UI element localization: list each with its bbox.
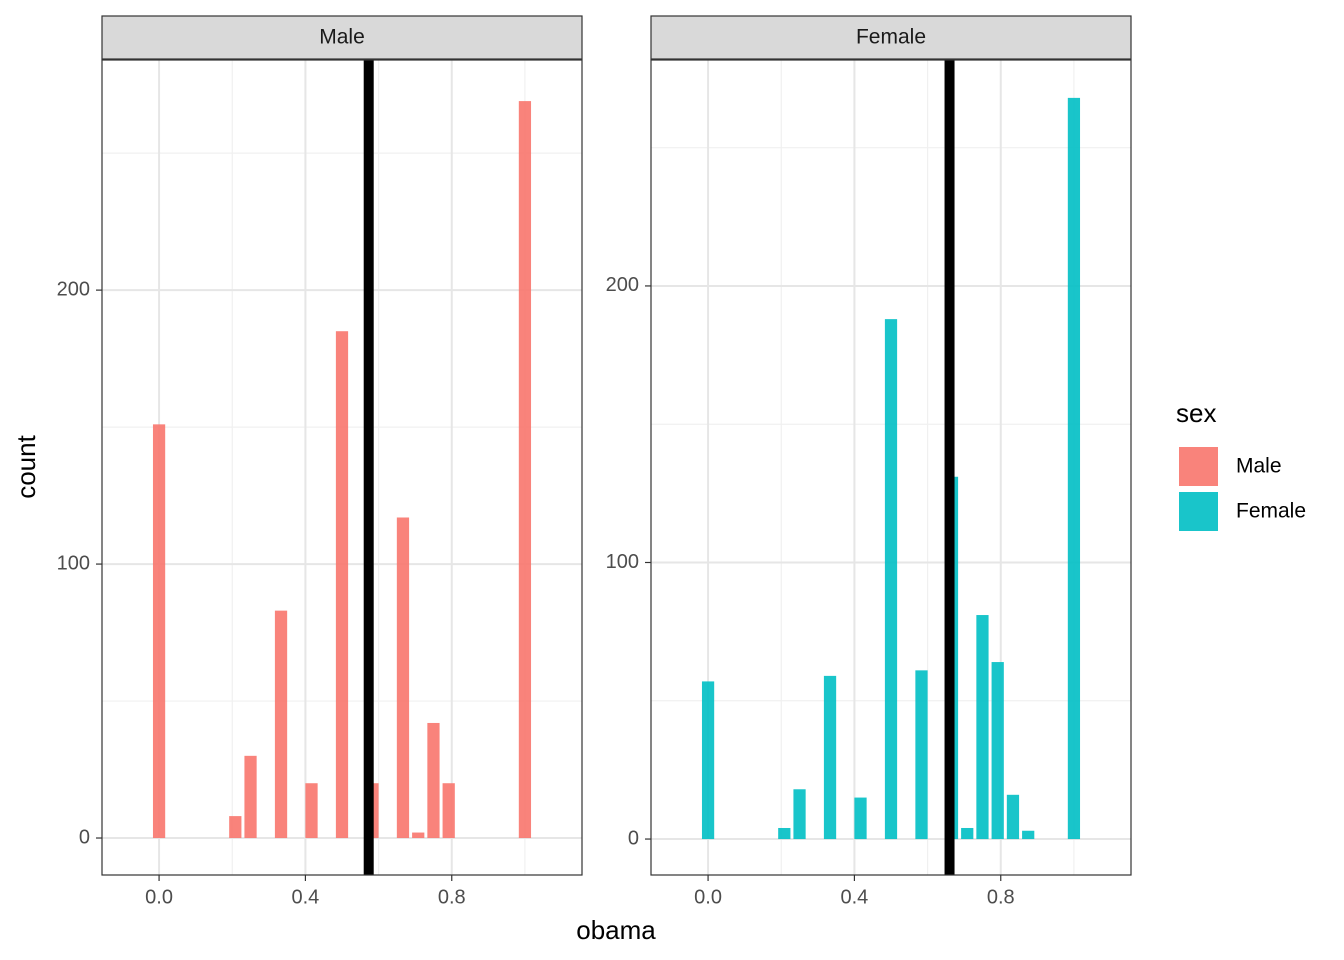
histogram-bar <box>229 816 242 839</box>
y-tick-label: 100 <box>57 552 90 574</box>
x-tick-label: 0.4 <box>292 886 320 908</box>
histogram-bar <box>412 832 425 839</box>
legend-key <box>1179 447 1218 486</box>
panel-border <box>101 59 583 876</box>
histogram-bar <box>961 827 974 840</box>
histogram-bar <box>518 101 532 839</box>
histogram-bar <box>305 783 318 839</box>
facet-title: Male <box>319 26 365 49</box>
x-axis-label: obama <box>576 915 656 945</box>
histogram-bar <box>991 662 1004 840</box>
facet-strip <box>650 15 1132 60</box>
histogram-bar <box>1006 794 1020 840</box>
histogram-bar <box>244 755 257 839</box>
histogram-bar <box>152 424 166 839</box>
legend-label: Female <box>1236 500 1306 523</box>
y-tick-label: 0 <box>79 826 90 848</box>
histogram-bar <box>1022 830 1035 840</box>
histogram-bar <box>442 783 455 839</box>
x-tick-label: 0.0 <box>694 886 722 908</box>
histogram-bar <box>274 610 288 839</box>
y-tick-label: 200 <box>606 274 639 296</box>
facet-title: Female <box>856 26 926 49</box>
x-tick-label: 0.4 <box>841 886 869 908</box>
panel-border <box>650 59 1132 876</box>
histogram-bar <box>335 331 349 839</box>
histogram-bar <box>793 789 806 840</box>
y-axis-label: count <box>11 434 41 498</box>
x-tick-label: 0.0 <box>145 886 173 908</box>
y-tick-label: 0 <box>628 827 639 849</box>
histogram-bar <box>396 517 410 839</box>
histogram-bar <box>915 670 928 840</box>
x-tick-label: 0.8 <box>987 886 1015 908</box>
legend-title: sex <box>1176 398 1216 428</box>
histogram-bar <box>1067 97 1081 840</box>
y-tick-label: 100 <box>606 551 639 573</box>
histogram-bar <box>701 681 715 840</box>
y-tick-label: 200 <box>57 278 90 300</box>
histogram-bar <box>427 722 440 839</box>
histogram-bar <box>976 615 989 840</box>
x-tick-label: 0.8 <box>438 886 466 908</box>
histogram-bar <box>884 319 898 840</box>
histogram-bar <box>823 675 837 840</box>
facet-strip <box>101 15 583 60</box>
histogram-bar <box>854 797 867 840</box>
legend-key <box>1179 492 1218 531</box>
legend-label: Male <box>1236 455 1282 478</box>
histogram-bar <box>778 827 791 840</box>
